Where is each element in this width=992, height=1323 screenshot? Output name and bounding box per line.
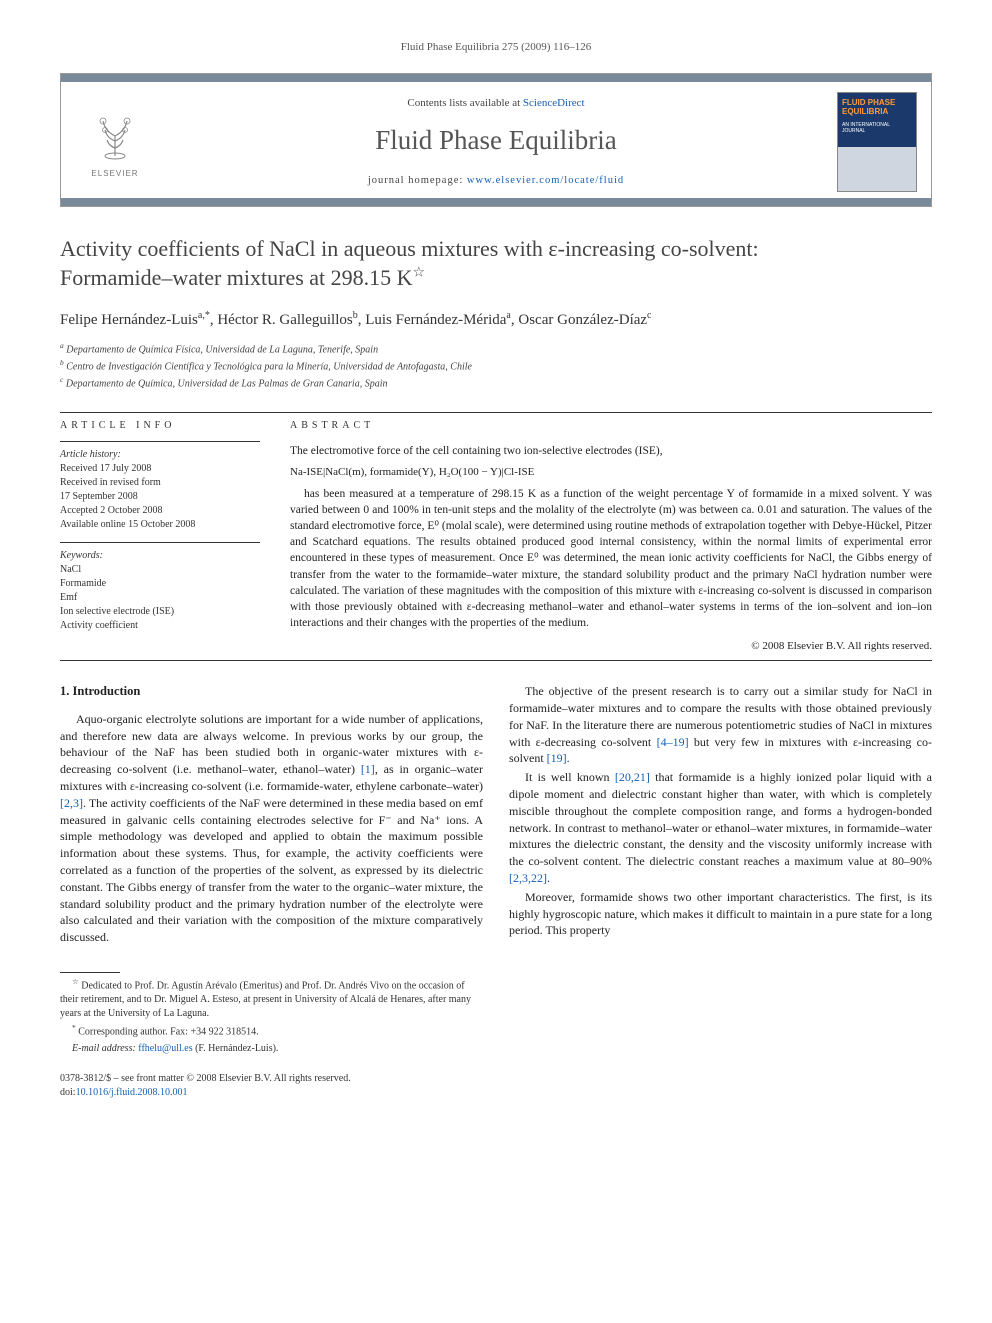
abstract-cell-line: Na-ISE|NaCl(m), formamide(Y), H₂O(100 − … bbox=[290, 465, 932, 480]
divider-top bbox=[60, 412, 932, 413]
affiliations: a Departamento de Química Física, Univer… bbox=[60, 341, 932, 392]
tree-icon bbox=[85, 106, 145, 166]
affiliation-c-text: Departamento de Química, Universidad de … bbox=[66, 379, 388, 390]
footer: 0378-3812/$ – see front matter © 2008 El… bbox=[60, 1072, 932, 1100]
keyword-2: Formamide bbox=[60, 577, 260, 591]
author-1: Felipe Hernández-Luis bbox=[60, 312, 198, 328]
authors: Felipe Hernández-Luisa,*, Héctor R. Gall… bbox=[60, 309, 932, 331]
body-section: 1. Introduction Aquo-organic electrolyte… bbox=[60, 683, 932, 946]
p1-c: . The activity coefficients of the NaF w… bbox=[60, 796, 483, 944]
footnotes: ☆ Dedicated to Prof. Dr. Agustín Arévalo… bbox=[60, 972, 479, 1056]
history-label: Article history: bbox=[60, 448, 260, 462]
received-date: Received 17 July 2008 bbox=[60, 462, 260, 476]
cover-subtitle: AN INTERNATIONAL JOURNAL bbox=[842, 123, 912, 134]
online-date: Available online 15 October 2008 bbox=[60, 518, 260, 532]
doi-link[interactable]: 10.1016/j.fluid.2008.10.001 bbox=[76, 1087, 188, 1098]
homepage-prefix: journal homepage: bbox=[368, 175, 467, 186]
article-info: ARTICLE INFO Article history: Received 1… bbox=[60, 419, 260, 655]
journal-homepage: journal homepage: www.elsevier.com/locat… bbox=[171, 174, 821, 189]
header-top-bar bbox=[61, 74, 931, 82]
keyword-5: Activity coefficient bbox=[60, 619, 260, 633]
ref-4-19[interactable]: [4–19] bbox=[657, 735, 689, 749]
email-link[interactable]: ffhelu@ull.es bbox=[138, 1043, 192, 1054]
keyword-4: Ion selective electrode (ISE) bbox=[60, 605, 260, 619]
p3-b: that formamide is a highly ionized polar… bbox=[509, 770, 932, 868]
ref-2-3-22[interactable]: [2,3,22] bbox=[509, 871, 547, 885]
publisher-name: ELSEVIER bbox=[91, 168, 138, 179]
email-label: E-mail address: bbox=[72, 1043, 138, 1054]
info-divider-1 bbox=[60, 441, 260, 442]
divider-bottom bbox=[60, 660, 932, 661]
keywords-label: Keywords: bbox=[60, 549, 260, 563]
email-after: (F. Hernández-Luis). bbox=[193, 1043, 279, 1054]
affiliation-c: c Departamento de Química, Universidad d… bbox=[60, 375, 932, 391]
intro-p1: Aquo-organic electrolyte solutions are i… bbox=[60, 711, 483, 946]
footnote-divider bbox=[60, 972, 120, 973]
abstract-heading: ABSTRACT bbox=[290, 419, 932, 433]
header-bottom-bar bbox=[61, 198, 931, 206]
article-info-heading: ARTICLE INFO bbox=[60, 419, 260, 433]
author-2: , Héctor R. Galleguillos bbox=[210, 312, 353, 328]
keyword-1: NaCl bbox=[60, 563, 260, 577]
intro-p4: Moreover, formamide shows two other impo… bbox=[509, 889, 932, 939]
abstract-p1: The electromotive force of the cell cont… bbox=[290, 443, 932, 459]
revised-label: Received in revised form bbox=[60, 476, 260, 490]
author-4: , Oscar González-Díaz bbox=[511, 312, 647, 328]
title-line-1: Activity coefficients of NaCl in aqueous… bbox=[60, 236, 759, 261]
footer-copyright: 0378-3812/$ – see front matter © 2008 El… bbox=[60, 1072, 932, 1086]
author-3: , Luis Fernández-Mérida bbox=[358, 312, 507, 328]
affiliation-b-text: Centro de Investigación Científica y Tec… bbox=[66, 361, 472, 372]
author-4-sup: c bbox=[647, 310, 651, 321]
dedication-text: Dedicated to Prof. Dr. Agustín Arévalo (… bbox=[60, 980, 471, 1019]
header-center: Contents lists available at ScienceDirec… bbox=[171, 92, 821, 192]
journal-cover: FLUID PHASE EQUILIBRIA AN INTERNATIONAL … bbox=[837, 92, 917, 192]
dedication-footnote: ☆ Dedicated to Prof. Dr. Agustín Arévalo… bbox=[60, 977, 479, 1021]
affiliation-a-text: Departamento de Química Física, Universi… bbox=[66, 344, 378, 355]
title-line-2: Formamide–water mixtures at 298.15 K bbox=[60, 265, 413, 290]
two-column-body: 1. Introduction Aquo-organic electrolyte… bbox=[60, 683, 932, 946]
revised-date: 17 September 2008 bbox=[60, 490, 260, 504]
footer-doi: doi:10.1016/j.fluid.2008.10.001 bbox=[60, 1086, 932, 1100]
email-footnote: E-mail address: ffhelu@ull.es (F. Hernán… bbox=[60, 1042, 479, 1056]
abstract: ABSTRACT The electromotive force of the … bbox=[290, 419, 932, 655]
ref-20-21[interactable]: [20,21] bbox=[615, 770, 650, 784]
ref-19[interactable]: [19] bbox=[547, 751, 567, 765]
article-title: Activity coefficients of NaCl in aqueous… bbox=[60, 235, 932, 292]
affiliation-a: a Departamento de Química Física, Univer… bbox=[60, 341, 932, 357]
corresponding-author-footnote: * Corresponding author. Fax: +34 922 318… bbox=[60, 1023, 479, 1039]
ref-1[interactable]: [1] bbox=[361, 762, 375, 776]
header-body: ELSEVIER Contents lists available at Sci… bbox=[61, 82, 931, 198]
journal-title: Fluid Phase Equilibria bbox=[171, 122, 821, 160]
homepage-link[interactable]: www.elsevier.com/locate/fluid bbox=[467, 175, 624, 186]
p3-a: It is well known bbox=[525, 770, 615, 784]
keyword-3: Emf bbox=[60, 591, 260, 605]
corr-label: Corresponding author. Fax: +34 922 31851… bbox=[78, 1027, 258, 1038]
affiliation-b: b Centro de Investigación Científica y T… bbox=[60, 358, 932, 374]
elsevier-logo: ELSEVIER bbox=[75, 92, 155, 192]
p2-c: . bbox=[567, 751, 570, 765]
sciencedirect-link[interactable]: ScienceDirect bbox=[523, 97, 585, 109]
author-1-sup: a,* bbox=[198, 310, 210, 321]
abstract-copyright: © 2008 Elsevier B.V. All rights reserved… bbox=[290, 639, 932, 654]
accepted-date: Accepted 2 October 2008 bbox=[60, 504, 260, 518]
info-divider-2 bbox=[60, 542, 260, 543]
doi-label: doi: bbox=[60, 1087, 76, 1098]
intro-p2: The objective of the present research is… bbox=[509, 683, 932, 767]
abstract-p2: has been measured at a temperature of 29… bbox=[290, 486, 932, 631]
intro-p3: It is well known [20,21] that formamide … bbox=[509, 769, 932, 887]
running-head: Fluid Phase Equilibria 275 (2009) 116–12… bbox=[60, 40, 932, 55]
page: Fluid Phase Equilibria 275 (2009) 116–12… bbox=[0, 0, 992, 1130]
journal-header: ELSEVIER Contents lists available at Sci… bbox=[60, 73, 932, 207]
ref-2-3[interactable]: [2,3] bbox=[60, 796, 83, 810]
cover-title: FLUID PHASE EQUILIBRIA bbox=[842, 99, 912, 117]
contents-prefix: Contents lists available at bbox=[407, 97, 522, 109]
contents-line: Contents lists available at ScienceDirec… bbox=[171, 96, 821, 111]
title-footnote-marker: ☆ bbox=[413, 266, 426, 281]
info-abstract-row: ARTICLE INFO Article history: Received 1… bbox=[60, 419, 932, 655]
section-1-heading: 1. Introduction bbox=[60, 683, 483, 701]
p3-c: . bbox=[547, 871, 550, 885]
